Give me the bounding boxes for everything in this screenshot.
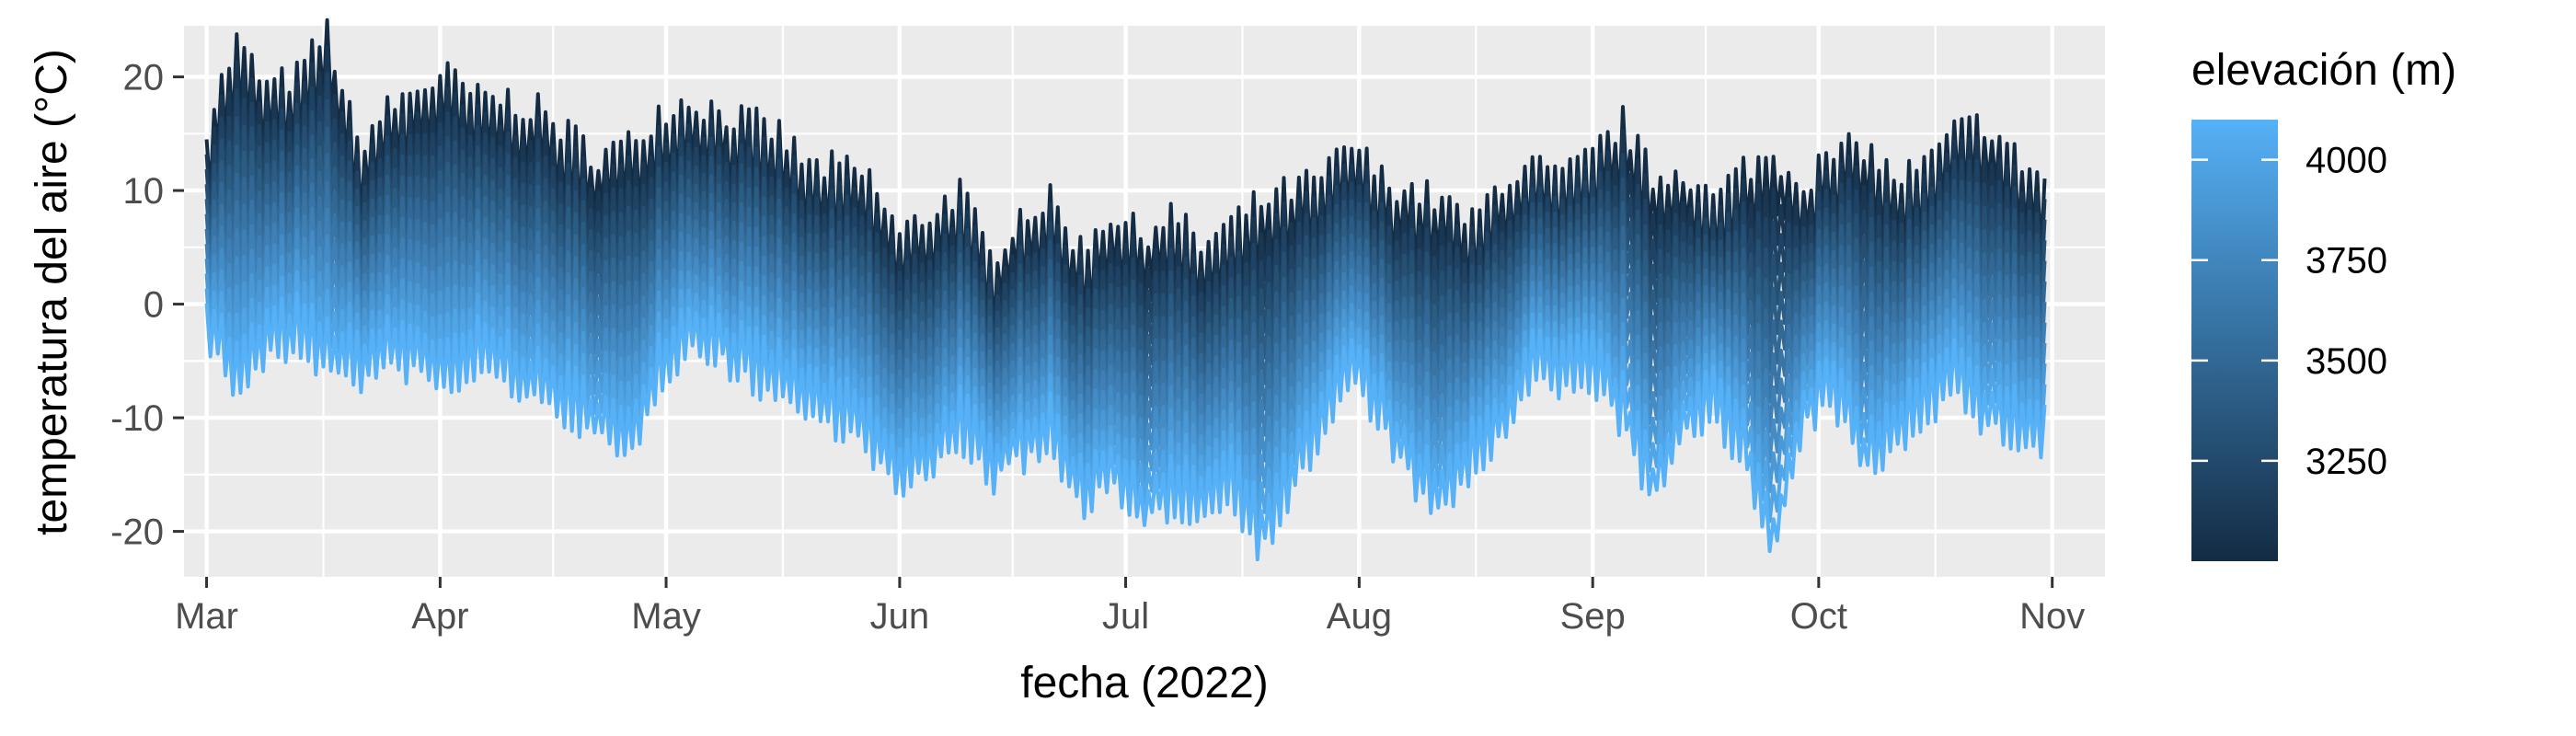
temperature-series-line	[204, 291, 2047, 562]
legend-title: elevación (m)	[2191, 46, 2456, 95]
y-tick-label: -20	[110, 512, 164, 553]
x-axis-title: fecha (2022)	[1020, 659, 1269, 707]
y-tick-label: -10	[110, 398, 164, 439]
y-tick-label: 10	[123, 171, 165, 212]
legend: elevación (m) 3250 3500 3750 4000	[2191, 46, 2456, 561]
legend-tick-label: 4000	[2306, 141, 2387, 181]
x-tick-label: Jul	[1102, 596, 1149, 637]
legend-colorbar	[2191, 120, 2278, 561]
y-tick-label: 0	[144, 285, 164, 326]
x-tick-label: Nov	[2019, 596, 2085, 637]
x-axis: Mar Apr May Jun Jul Aug Sep Oct Nov	[175, 577, 2085, 637]
legend-tick-label: 3500	[2306, 341, 2387, 382]
x-tick-label: Apr	[411, 596, 468, 637]
x-tick-label: Aug	[1327, 596, 1392, 637]
x-tick-label: Sep	[1560, 596, 1626, 637]
y-axis-title: temperatura del aire (°C)	[28, 49, 76, 535]
legend-tick-label: 3250	[2306, 442, 2387, 482]
x-tick-label: Mar	[175, 596, 238, 637]
x-tick-label: Jun	[870, 596, 930, 637]
y-tick-label: 20	[123, 58, 165, 98]
legend-ticks: 3250 3500 3750 4000	[2191, 141, 2387, 482]
y-axis: -20 -10 0 10 20	[110, 58, 184, 553]
x-tick-label: Oct	[1790, 596, 1847, 637]
legend-tick-label: 3750	[2306, 241, 2387, 282]
x-tick-label: May	[631, 596, 701, 637]
temperature-lines	[204, 17, 2047, 562]
